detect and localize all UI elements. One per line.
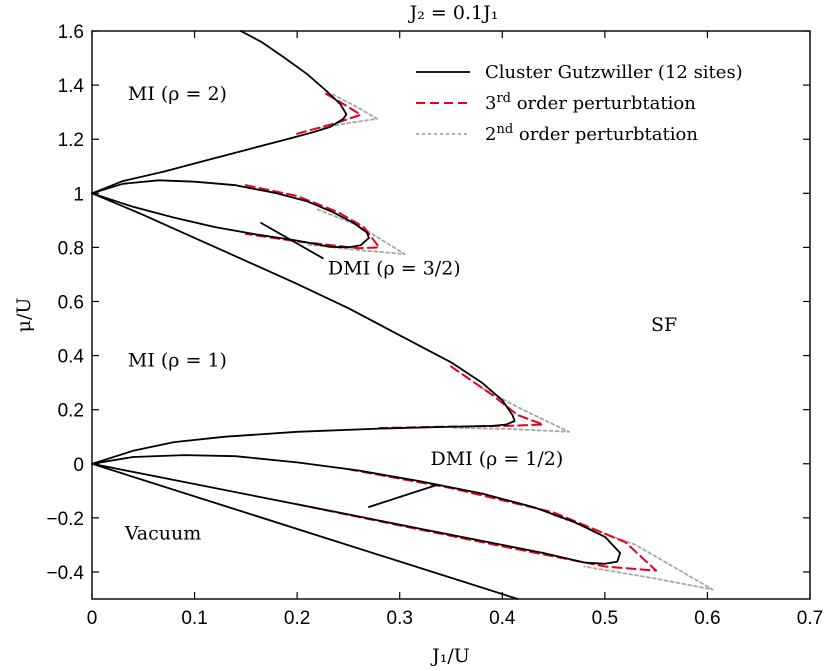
second-curve-mi1-tip [450,387,570,433]
third-curve-mi2-tip [296,90,362,135]
chart-title: J₂ = 0.1J₁ [408,2,499,24]
y-tick-label: 0 [73,455,84,476]
y-tick-label: −0.2 [46,509,84,530]
y-tick-label: 0.6 [58,292,84,313]
x-tick-label: 0.5 [592,608,618,629]
cluster-curve-dmi32-lower [91,192,331,248]
region-labels: MI (ρ = 2) DMI (ρ = 3/2) MI (ρ = 1) SF DMI (… [124,83,677,545]
cluster-curve-vacuum-edge [91,462,519,600]
x-tick-label: 0.1 [181,608,207,629]
cluster-curve-lobe-mi2 [91,30,348,195]
y-axis-label: μ/U [13,298,35,333]
cluster-curve-dmi12-lower [91,462,586,564]
region-label-vacuum: Vacuum [124,522,201,544]
second-curve-dmi12-tip [552,514,714,591]
legend-label-cluster: Cluster Gutzwiller (12 sites) [485,62,743,83]
y-axis-ticks: −0.4 −0.2 0 0.2 0.4 0.6 0.8 1 1.2 1.4 1.6 [46,22,810,584]
y-tick-label: −0.4 [46,563,84,584]
y-tick-label: 1.6 [58,22,84,43]
region-label-dmi32: DMI (ρ = 3/2) [328,257,461,279]
x-axis-ticks: 0 0.1 0.2 0.3 0.4 0.5 0.6 0.7 [87,31,823,629]
cluster-curve-dmi32-upper [91,179,370,249]
third-curve-dmi32-tip [244,184,381,250]
x-tick-label: 0.6 [694,608,720,629]
x-tick-label: 0.3 [387,608,413,629]
y-tick-label: 1.2 [58,130,84,151]
cluster-curve-mi1-upper [91,192,516,427]
cluster-curve-dmi12-upper [91,454,622,565]
x-tick-label: 0.4 [489,608,516,629]
region-label-dmi12: DMI (ρ = 1/2) [430,448,563,470]
legend-label-second: 2nd order perturbtation [485,122,698,145]
y-tick-label: 1 [73,184,84,205]
region-label-sf: SF [651,314,677,336]
y-tick-label: 0.4 [58,347,85,368]
x-tick-label: 0.2 [284,608,310,629]
x-axis-label: J₁/U [430,645,470,667]
plot-lines [91,30,714,600]
region-label-mi1: MI (ρ = 1) [128,349,227,371]
third-curve-mi1-tip [378,365,545,430]
y-tick-label: 0.8 [58,238,84,259]
legend-label-third: 3rd order perturbtation [485,91,696,114]
cluster-curve-dmi12-pointer [367,484,437,508]
cluster-curve-mi1-lower [91,424,493,465]
cluster-curve-dmi32-pointer [260,222,324,260]
x-tick-label: 0 [87,608,98,629]
x-tick-label: 0.7 [797,608,823,629]
second-curve-mi2-tip [316,93,379,130]
second-curve-dmi32-tip [306,208,406,256]
legend: Cluster Gutzwiller (12 sites) 3rd order p… [416,62,743,145]
y-tick-label: 0.2 [58,401,84,422]
plot-frame [91,30,811,600]
region-label-mi2: MI (ρ = 2) [128,83,227,105]
third-curve-dmi12-tip [296,468,658,572]
y-tick-label: 1.4 [58,76,85,97]
